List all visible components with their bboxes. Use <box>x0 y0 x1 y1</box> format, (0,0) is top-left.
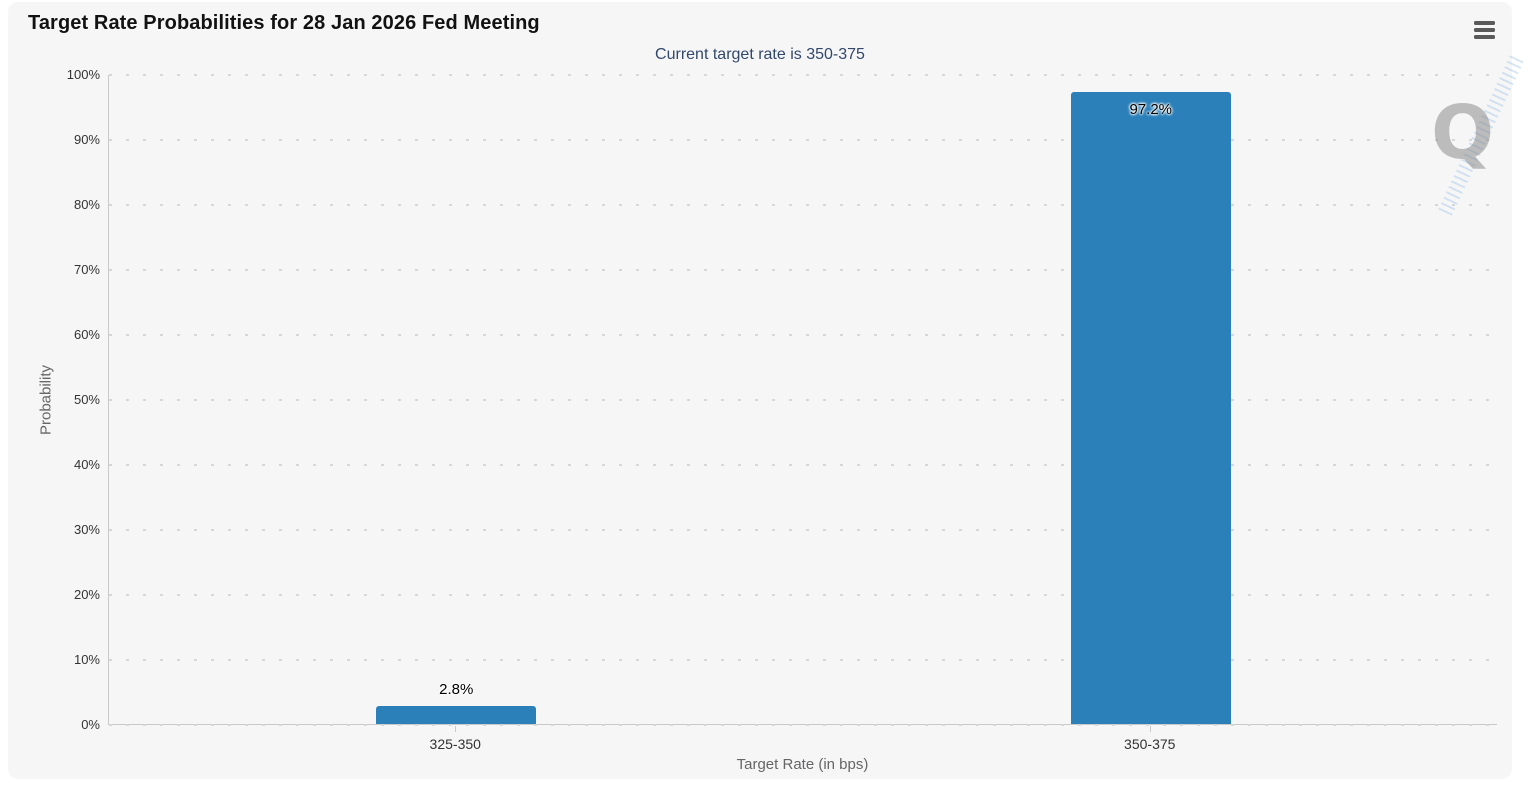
x-axis-category-label: 325-350 <box>429 736 481 752</box>
chart-context-menu-button[interactable] <box>1470 17 1498 43</box>
hamburger-icon <box>1473 21 1495 25</box>
bar-value-label: 2.8% <box>439 681 474 698</box>
y-axis-tick-label: 20% <box>73 587 100 602</box>
y-axis-tick-label: 0% <box>81 717 100 732</box>
bar-value-label: 97.2% <box>1129 101 1173 118</box>
y-axis-tick-label: 10% <box>73 652 100 667</box>
gridline <box>109 659 1497 661</box>
y-axis-tick-label: 60% <box>73 327 100 342</box>
y-axis-tick-label: 100% <box>66 67 100 82</box>
y-axis-tick-label: 90% <box>73 132 100 147</box>
y-axis-tick-label: 70% <box>73 262 100 277</box>
gridline <box>109 139 1497 141</box>
fedwatch-chart: Target Rate Probabilities for 28 Jan 202… <box>8 2 1524 779</box>
y-axis-tick-label: 50% <box>73 392 100 407</box>
gridline <box>109 724 1497 726</box>
gridline <box>109 529 1497 531</box>
probability-bar[interactable] <box>376 706 537 724</box>
y-axis-tick-label: 40% <box>73 457 100 472</box>
gridline <box>109 399 1497 401</box>
gridline <box>109 74 1497 76</box>
x-axis-tick <box>1149 726 1151 732</box>
y-axis-tick-label: 30% <box>73 522 100 537</box>
gridline <box>109 204 1497 206</box>
probability-bar[interactable] <box>1070 92 1231 724</box>
chart-subtitle: Current target rate is 350-375 <box>655 46 865 63</box>
gridline <box>109 464 1497 466</box>
y-axis-tick-label: 80% <box>73 197 100 212</box>
x-axis-title: Target Rate (in bps) <box>736 756 869 773</box>
gridline <box>109 594 1497 596</box>
chart-title: Target Rate Probabilities for 28 Jan 202… <box>28 12 540 34</box>
x-axis-tick <box>455 726 457 732</box>
gridline <box>109 334 1497 336</box>
gridline <box>109 269 1497 271</box>
x-axis-category-label: 350-375 <box>1124 736 1176 752</box>
plot-area: 2.8% 97.2% <box>108 74 1497 726</box>
